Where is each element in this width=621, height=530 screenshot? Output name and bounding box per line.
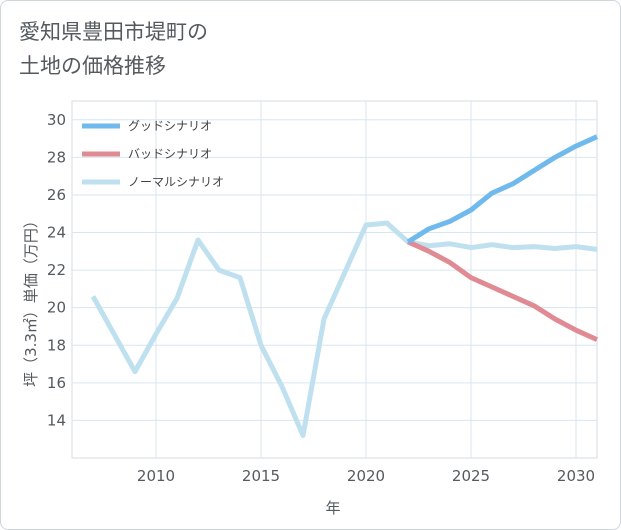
x-tick-label: 2020 <box>347 467 385 485</box>
series-line-normal <box>90 220 598 438</box>
x-axis-title: 年 <box>325 499 340 517</box>
x-tick-label: 2025 <box>452 467 490 485</box>
legend-label-good: グッドシナリオ <box>128 119 212 133</box>
series-line-bad <box>406 239 599 342</box>
y-tick-label: 24 <box>47 224 66 242</box>
chart-title: 愛知県豊田市堤町の 土地の価格推移 <box>19 15 208 83</box>
grid-lines <box>72 101 597 458</box>
x-tick-label: 2015 <box>242 467 280 485</box>
legend-label-bad: バッドシナリオ <box>128 147 212 161</box>
chart-title-line-1: 愛知県豊田市堤町の <box>19 20 208 44</box>
plot-background <box>71 100 598 459</box>
y-tick-label: 26 <box>47 186 66 204</box>
y-tick-label: 22 <box>47 261 66 279</box>
y-tick-label: 30 <box>47 111 66 129</box>
y-tick-label: 18 <box>47 336 66 354</box>
plot-area <box>71 100 598 459</box>
series-line-good <box>406 134 599 245</box>
tick-labels: 14 16 18 20 22 24 26 28 30 2010 2015 2020 2025 2030 <box>47 111 595 485</box>
x-tick-label: 2030 <box>557 467 595 485</box>
y-tick-label: 14 <box>47 411 66 429</box>
legend-label-normal: ノーマルシナリオ <box>128 175 224 189</box>
chart-title-line-2: 土地の価格推移 <box>19 54 166 78</box>
y-tick-label: 28 <box>47 148 66 166</box>
series-lines <box>90 134 599 438</box>
y-tick-label: 16 <box>47 374 66 392</box>
x-tick-label: 2010 <box>137 467 175 485</box>
y-tick-label: 20 <box>47 299 66 317</box>
y-axis-title: 坪（3.3㎡）単価（万円） <box>22 213 40 387</box>
